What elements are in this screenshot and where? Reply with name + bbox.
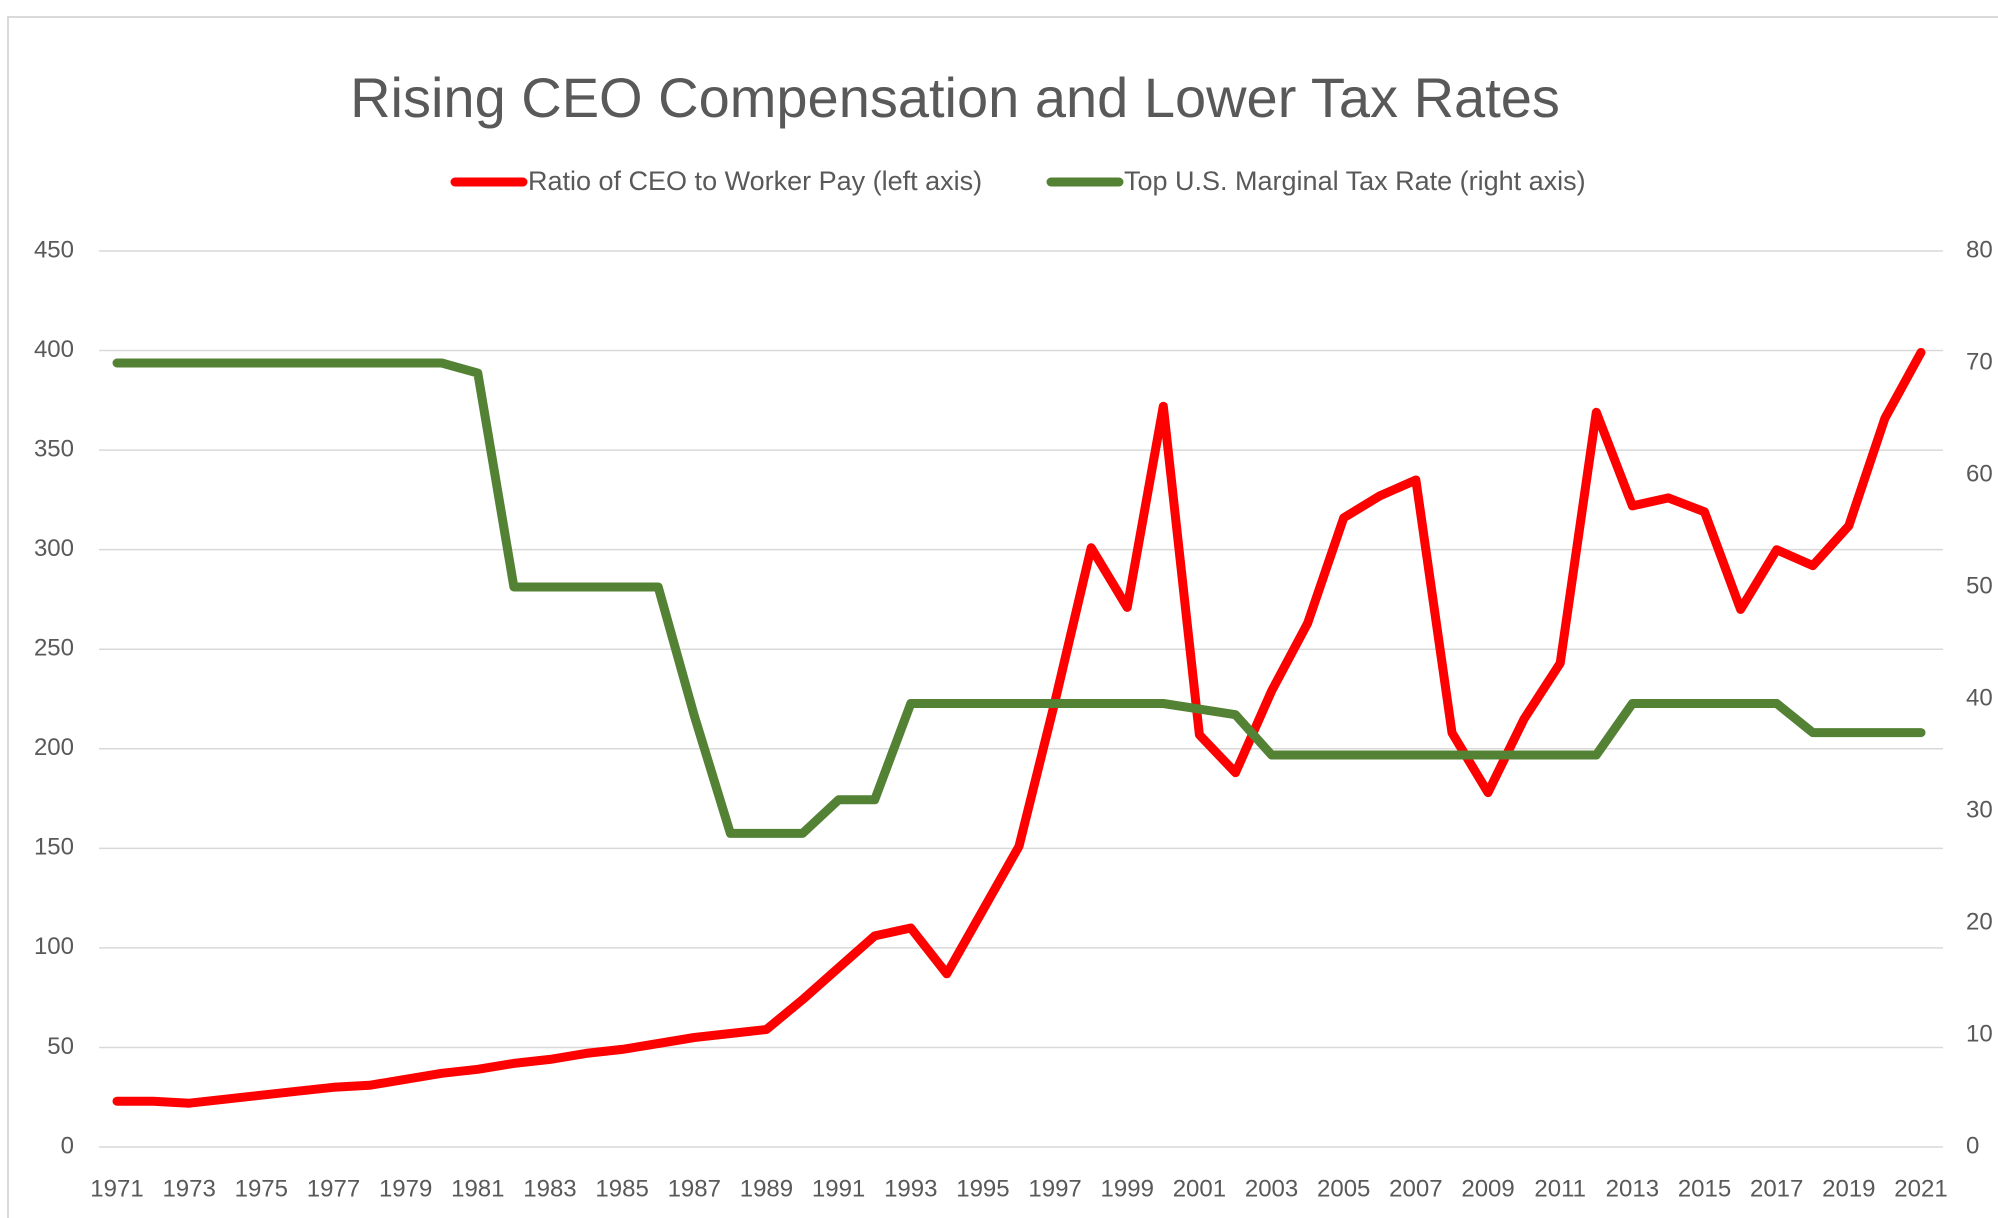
y-tick-label: 350 — [34, 435, 74, 462]
y-tick-label: 250 — [34, 635, 74, 662]
x-tick-label: 2015 — [1678, 1175, 1731, 1202]
y2-tick-label: 50 — [1966, 572, 1993, 599]
y-tick-label: 300 — [34, 535, 74, 562]
y2-tick-label: 40 — [1966, 684, 1993, 711]
x-tick-label: 2001 — [1173, 1175, 1226, 1202]
x-tick-label: 1981 — [451, 1175, 504, 1202]
series-line — [112, 348, 1926, 1108]
y-tick-label: 150 — [34, 834, 74, 861]
x-tick-label: 2013 — [1606, 1175, 1659, 1202]
x-tick-label: 1987 — [668, 1175, 721, 1202]
x-tick-label: 1999 — [1101, 1175, 1154, 1202]
y2-tick-label: 20 — [1966, 908, 1993, 935]
chart-border — [7, 16, 1998, 1218]
x-tick-label: 1979 — [379, 1175, 432, 1202]
x-tick-label: 1989 — [740, 1175, 793, 1202]
y-tick-label: 50 — [47, 1033, 74, 1060]
chart-title: Rising CEO Compensation and Lower Tax Ra… — [350, 66, 1560, 129]
x-tick-label: 1993 — [884, 1175, 937, 1202]
y2-tick-label: 60 — [1966, 460, 1993, 487]
x-tick-label: 1991 — [812, 1175, 865, 1202]
y-tick-label: 100 — [34, 933, 74, 960]
series-line — [112, 358, 1926, 838]
y2-tick-label: 80 — [1966, 236, 1993, 263]
x-tick-label: 1977 — [307, 1175, 360, 1202]
y-tick-label: 200 — [34, 734, 74, 761]
y2-tick-label: 0 — [1966, 1132, 1979, 1159]
y2-tick-label: 70 — [1966, 348, 1993, 375]
y-tick-label: 400 — [34, 336, 74, 363]
legend-label: Ratio of CEO to Worker Pay (left axis) — [528, 166, 982, 196]
x-tick-label: 1997 — [1028, 1175, 1081, 1202]
x-tick-label: 2009 — [1461, 1175, 1514, 1202]
x-tick-label: 1995 — [956, 1175, 1009, 1202]
x-tick-label: 1975 — [235, 1175, 288, 1202]
x-tick-label: 2017 — [1750, 1175, 1803, 1202]
x-tick-label: 1971 — [90, 1175, 143, 1202]
x-tick-label: 2003 — [1245, 1175, 1298, 1202]
y-tick-label: 0 — [61, 1132, 74, 1159]
x-tick-label: 1985 — [595, 1175, 648, 1202]
y2-tick-label: 30 — [1966, 796, 1993, 823]
x-tick-label: 1983 — [523, 1175, 576, 1202]
x-tick-label: 2021 — [1894, 1175, 1947, 1202]
legend-label: Top U.S. Marginal Tax Rate (right axis) — [1124, 166, 1586, 196]
x-tick-label: 1973 — [162, 1175, 215, 1202]
y-tick-label: 450 — [34, 236, 74, 263]
x-tick-label: 2019 — [1822, 1175, 1875, 1202]
x-tick-label: 2011 — [1534, 1175, 1586, 1202]
x-tick-label: 2007 — [1389, 1175, 1442, 1202]
y2-tick-label: 10 — [1966, 1020, 1993, 1047]
x-tick-label: 2005 — [1317, 1175, 1370, 1202]
